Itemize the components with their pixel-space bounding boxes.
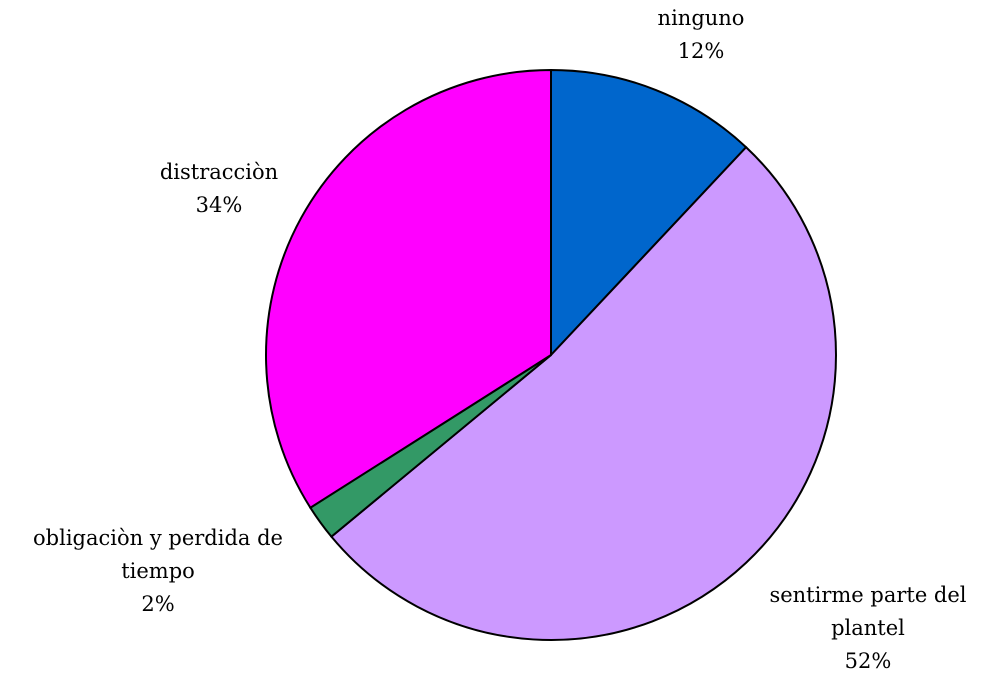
category-label: obligaciòn y perdida de tiempo <box>33 526 283 583</box>
slice-label: distracciòn 34% <box>119 156 319 222</box>
category-label: ninguno <box>657 6 745 30</box>
value-label: 52% <box>844 649 892 673</box>
slice-label: ninguno 12% <box>601 2 801 68</box>
category-label: distracciòn <box>159 160 279 184</box>
pie-slice <box>265 68 552 510</box>
pie-slice <box>550 68 748 358</box>
category-label: sentirme parte del plantel <box>769 583 967 640</box>
value-label: 12% <box>677 39 725 63</box>
value-label: 34% <box>195 193 243 217</box>
slice-label: sentirme parte del plantel 52% <box>738 579 998 675</box>
slice-label: obligaciòn y perdida de tiempo 2% <box>0 522 318 621</box>
value-label: 2% <box>141 592 175 616</box>
pie-slice <box>329 145 837 641</box>
